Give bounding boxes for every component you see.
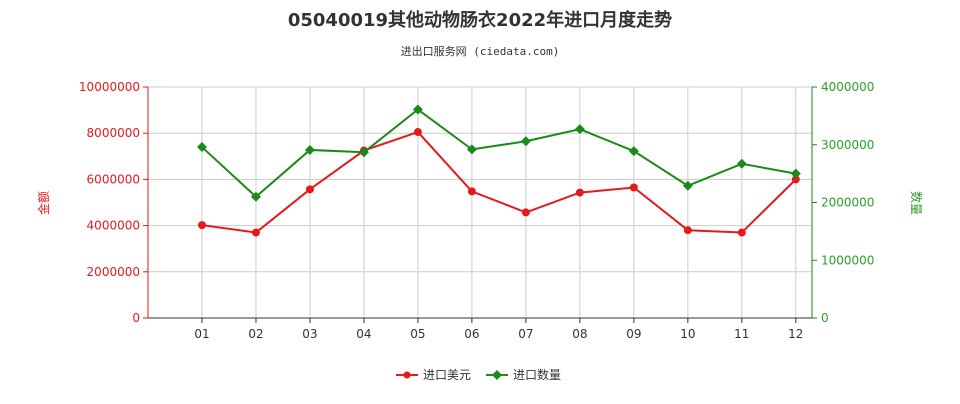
point-usd[interactable] [251,228,260,237]
point-quantity[interactable] [250,191,261,202]
right-tick-label: 2000000 [821,196,874,210]
point-quantity[interactable] [574,124,585,135]
left-tick-label: 0 [132,311,140,325]
series-line-quantity [201,108,796,199]
point-usd[interactable] [629,183,638,192]
right-tick-label: 0 [821,311,829,325]
legend-item-quantity[interactable]: 进口数量 [486,367,561,382]
x-tick-label: 07 [518,327,533,341]
right-tick-label: 4000000 [821,80,874,94]
x-tick-label: 04 [356,327,371,341]
legend: 进口美元 进口数量 [396,367,561,382]
legend-label-quantity: 进口数量 [513,367,561,382]
x-tick-label: 09 [626,327,641,341]
left-tick-label: 8000000 [87,126,140,140]
x-tick-label: 11 [734,327,749,341]
x-tick-label: 08 [572,327,587,341]
x-tick-label: 03 [302,327,317,341]
legend-label-usd: 进口美元 [423,368,471,382]
point-quantity[interactable] [790,168,801,179]
series-layer [196,104,801,237]
legend-item-usd[interactable]: 进口美元 [396,368,471,382]
grid-lines [148,86,812,319]
x-axis-ticks: 01 02 03 04 05 06 07 08 09 10 11 12 [194,318,803,341]
point-quantity[interactable] [736,158,747,169]
point-usd[interactable] [305,185,314,194]
point-quantity[interactable] [304,144,315,155]
point-usd[interactable] [467,187,476,196]
point-quantity[interactable] [196,142,207,153]
point-quantity[interactable] [358,147,369,158]
right-axis-title: 数量 [909,191,924,215]
point-quantity[interactable] [412,104,423,115]
point-usd[interactable] [575,188,584,197]
point-quantity[interactable] [520,136,531,147]
left-tick-label: 2000000 [87,265,140,279]
point-quantity[interactable] [466,144,477,155]
left-tick-label: 10000000 [79,80,140,94]
point-usd[interactable] [521,208,530,217]
point-quantity[interactable] [682,180,693,191]
left-tick-label: 4000000 [87,219,140,233]
point-usd[interactable] [791,175,800,184]
chart-subtitle: 进出口服务网 (ciedata.com) [401,44,560,58]
legend-marker-usd [403,371,411,379]
point-usd[interactable] [413,128,422,137]
point-quantity[interactable] [628,146,639,157]
legend-marker-quantity [492,370,502,380]
left-axis-title: 金额 [36,191,51,215]
right-axis-ticks: 0 1000000 2000000 3000000 4000000 [812,80,874,325]
point-usd[interactable] [737,228,746,237]
x-tick-label: 10 [680,327,695,341]
point-usd[interactable] [683,226,692,235]
x-tick-label: 02 [248,327,263,341]
point-usd[interactable] [197,221,206,230]
x-tick-label: 12 [788,327,803,341]
x-tick-label: 05 [410,327,425,341]
chart-title: 05040019其他动物肠衣2022年进口月度走势 [288,9,672,31]
x-tick-label: 06 [464,327,479,341]
series-line-usd [201,130,797,234]
right-tick-label: 1000000 [821,253,874,267]
axes [147,87,813,319]
x-tick-label: 01 [194,327,209,341]
right-tick-label: 3000000 [821,138,874,152]
left-axis-ticks: 0 2000000 4000000 6000000 8000000 10000000 [79,80,148,325]
left-tick-label: 6000000 [87,172,140,186]
